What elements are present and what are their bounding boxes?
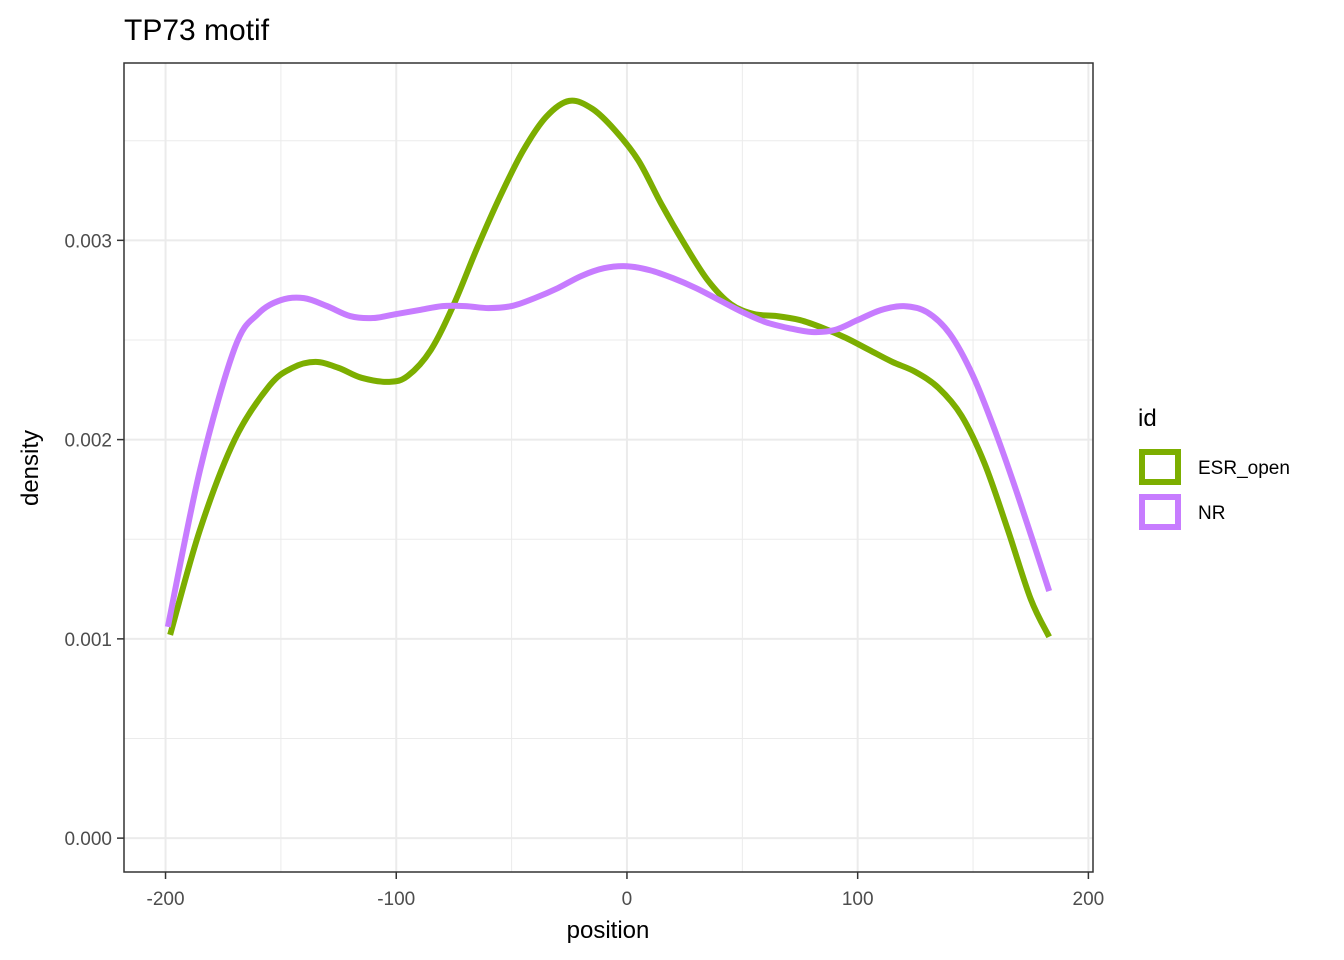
legend-title: id [1138, 405, 1157, 432]
chart-title: TP73 motif [124, 14, 270, 47]
legend-label-nr: NR [1198, 503, 1225, 524]
y-tick-label: 0.002 [64, 431, 112, 452]
x-tick-label: 0 [622, 889, 633, 910]
series-line-esr-open [167, 97, 1052, 639]
legend-key-esr-open [1139, 449, 1181, 485]
x-tick-label: 200 [1073, 889, 1105, 910]
y-tick-label: 0.003 [64, 231, 112, 252]
x-tick-label: -100 [377, 889, 415, 910]
legend: id ESR_open NR [1138, 405, 1290, 530]
series-line-nr [164, 263, 1053, 628]
y-axis-title: density [17, 430, 44, 506]
x-axis: -200 -100 0 100 200 [147, 872, 1105, 910]
x-tick-label: -200 [147, 889, 185, 910]
y-axis: 0.000 0.001 0.002 0.003 [64, 231, 124, 850]
y-tick-label: 0.000 [64, 829, 112, 850]
legend-key-nr [1139, 494, 1181, 530]
plot-background [124, 63, 1093, 872]
x-tick-label: 100 [842, 889, 874, 910]
legend-label-esr-open: ESR_open [1198, 458, 1290, 479]
plot-border [123, 62, 1094, 873]
y-tick-label: 0.001 [64, 630, 112, 651]
x-axis-title: position [567, 917, 650, 944]
series-layer [164, 97, 1053, 639]
grid-lines [124, 63, 1093, 872]
